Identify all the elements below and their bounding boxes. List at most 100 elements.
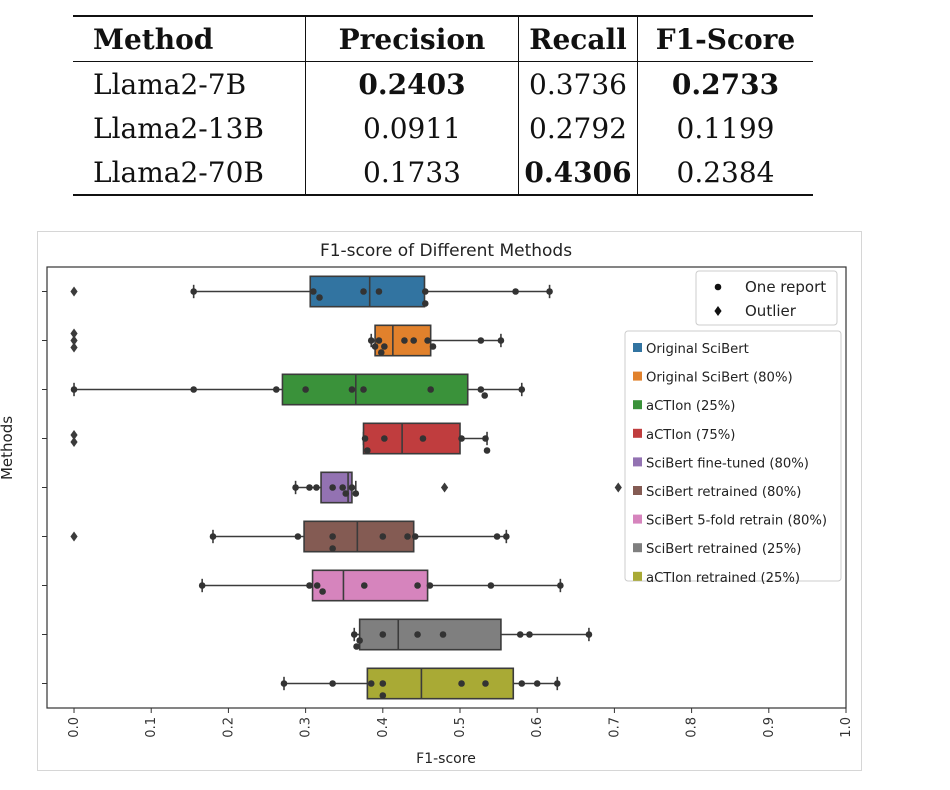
report-point (557, 582, 564, 589)
report-point (516, 631, 524, 638)
chart-svg: F1-score of Different Methods F1-score M… (42, 241, 854, 767)
report-point (482, 680, 489, 687)
report-point (512, 288, 519, 295)
report-point (481, 392, 489, 399)
method-name-cell: Llama2-7B (73, 61, 306, 106)
box-5 (303, 520, 415, 553)
report-point (360, 582, 368, 589)
legend-item-label: aCTIon (75%) (646, 428, 735, 443)
outlier-marker (70, 286, 78, 297)
metric-value-cell: 0.2384 (676, 155, 775, 189)
box-3 (362, 422, 461, 455)
report-point (503, 533, 510, 540)
report-point (348, 386, 356, 393)
report-point (429, 343, 437, 350)
legend-swatch (633, 457, 642, 467)
report-point (585, 631, 593, 638)
legend-swatch (633, 571, 642, 581)
report-point (477, 386, 485, 393)
report-point (190, 386, 197, 393)
report-point (375, 337, 383, 344)
box-2 (281, 373, 469, 406)
report-point (493, 533, 501, 540)
report-point (292, 484, 299, 491)
header-recall: Recall (518, 16, 638, 62)
metric-value-cell: 0.1199 (676, 111, 775, 145)
metric-value-cell: 0.3736 (518, 61, 638, 106)
report-point (302, 386, 309, 393)
report-point (426, 582, 434, 589)
chart-title: F1-score of Different Methods (320, 241, 572, 261)
outlier-marker (70, 328, 78, 339)
report-point (353, 643, 360, 650)
report-point (482, 435, 489, 442)
report-point (546, 288, 553, 295)
report-point (70, 386, 78, 393)
report-point (424, 337, 431, 344)
box-4 (320, 471, 353, 504)
report-point (313, 484, 320, 491)
x-axis-label: F1-score (416, 751, 476, 767)
legend-swatch (633, 371, 642, 381)
header-precision: Precision (305, 16, 519, 62)
dot-icon (714, 283, 722, 291)
report-point (371, 343, 379, 350)
table-row: Llama2-7B 0.2403 0.3736 0.2733 (73, 61, 813, 106)
legend-item-label: SciBert 5-fold retrain (80%) (646, 514, 827, 529)
series-legend-box (624, 330, 842, 582)
report-point (367, 337, 375, 344)
report-point (526, 631, 533, 638)
report-point (379, 692, 387, 699)
outlier-marker (440, 482, 449, 493)
legend-item-label: aCTIon retrained (25%) (646, 571, 800, 586)
metrics-table: Method Precision Recall F1-Score Llama2-… (73, 15, 813, 196)
report-point (414, 582, 421, 589)
report-point (316, 294, 323, 301)
header-method: Method (73, 16, 306, 62)
f1-boxplot-chart: F1-score of Different Methods F1-score M… (37, 231, 862, 771)
report-point (348, 484, 356, 491)
report-point (381, 435, 388, 442)
x-tick-label: 1.0 (839, 717, 854, 738)
report-point (497, 337, 505, 344)
report-point (310, 288, 317, 295)
x-tick-label: 0.3 (299, 717, 314, 738)
report-point (294, 533, 302, 540)
report-point (329, 533, 336, 540)
report-point (329, 680, 336, 687)
outlier-marker (70, 430, 78, 440)
header-f1-score: F1-Score (655, 22, 796, 56)
report-point (379, 631, 387, 638)
legend-item-label: Original SciBert (80%) (646, 371, 793, 386)
report-point (401, 337, 408, 344)
report-point (356, 637, 363, 644)
metric-value-cell: 0.2733 (671, 67, 780, 101)
report-point (364, 447, 371, 454)
legend-item-label: SciBert retrained (25%) (646, 542, 801, 557)
report-point (272, 386, 280, 393)
diamond-icon (714, 306, 722, 316)
outlier-marker (70, 531, 78, 542)
y-axis-label-outer: Methods (0, 415, 16, 481)
legend-item-label: SciBert fine-tuned (80%) (646, 456, 809, 471)
report-point (518, 680, 526, 687)
x-tick-label: 0.1 (144, 717, 159, 738)
report-point (306, 484, 313, 491)
metric-value-cell: 0.2792 (518, 106, 638, 150)
report-point (352, 490, 360, 497)
report-point (487, 582, 495, 589)
report-point (280, 680, 288, 687)
legend-item-label: SciBert retrained (80%) (646, 485, 801, 500)
report-point (375, 288, 383, 295)
report-point (360, 386, 367, 393)
legend: One report Outlier Original SciBert Origina… (624, 270, 842, 586)
table-body: Llama2-7B 0.2403 0.3736 0.2733 Llama2-13B 0.0… (73, 61, 813, 195)
x-tick-label: 0.7 (607, 717, 622, 738)
legend-one-report: One report (745, 278, 826, 296)
x-tick-label: 0.6 (530, 717, 545, 738)
report-point (458, 435, 465, 442)
legend-swatch (633, 343, 642, 352)
x-tick-label: 0.8 (685, 717, 700, 738)
box-8 (366, 667, 515, 700)
report-point (458, 680, 465, 687)
